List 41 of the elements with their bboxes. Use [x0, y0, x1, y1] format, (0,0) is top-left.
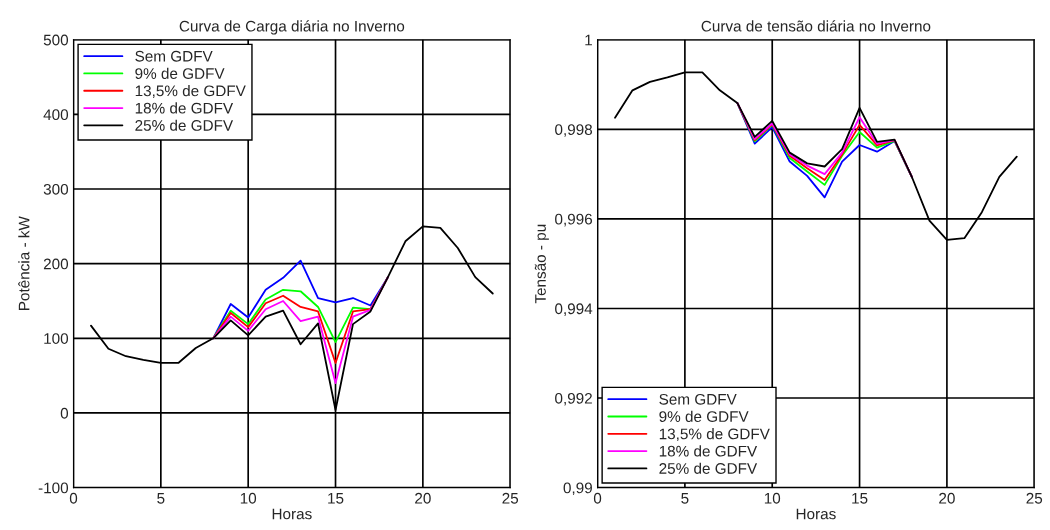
y-tick-label: 100	[44, 333, 69, 344]
legend-label: 13,5% de GDFV	[135, 85, 246, 99]
legend-label: 25% de GDFV	[659, 462, 758, 474]
legend-label: 18% de GDFV	[659, 445, 758, 457]
y-axis-title: Potência - kW	[18, 216, 30, 310]
legend-label: Sem GDFV	[135, 50, 213, 62]
legend-label: 9% de GDFV	[135, 67, 225, 79]
y-tick-label: 0,998	[555, 124, 593, 137]
x-tick-label: 10	[240, 492, 257, 504]
x-tick-label: 0	[69, 492, 78, 504]
x-tick-label: 25	[502, 492, 519, 504]
y-tick-label: 0,996	[555, 213, 593, 227]
y-tick-label: 0,99	[563, 482, 592, 496]
x-axis-title: Horas	[796, 508, 836, 520]
x-tick-label: 5	[157, 493, 165, 504]
y-axis-title: Tensão - pu	[534, 224, 549, 304]
legend-label: Sem GDFV	[659, 393, 737, 405]
y-tick-label: 1	[585, 34, 592, 46]
y-tick-label: 0,992	[555, 392, 592, 406]
chart-title: Curva de tensão diária no Inverno	[701, 20, 931, 32]
y-tick-label: 400	[43, 109, 69, 121]
x-tick-label: 15	[328, 493, 344, 504]
x-tick-label: 25	[1026, 492, 1043, 504]
x-tick-label: 0	[593, 492, 602, 504]
chart-title: Curva de Carga diária no Inverno	[179, 20, 405, 35]
y-tick-label: 200	[43, 258, 69, 270]
x-axis-title: Horas	[272, 508, 312, 520]
x-tick-label: 20	[415, 492, 431, 504]
y-tick-label: 0,994	[555, 303, 593, 316]
y-tick-label: 300	[43, 183, 69, 195]
legend-label: 9% de GDFV	[659, 410, 749, 422]
legend-label: 18% de GDFV	[135, 102, 234, 114]
y-tick-label: 500	[43, 34, 69, 46]
x-tick-label: 20	[939, 492, 955, 504]
legend-label: 25% de GDFV	[135, 119, 234, 131]
x-tick-label: 10	[764, 492, 781, 504]
legend-label: 13,5% de GDFV	[659, 428, 770, 442]
y-tick-label: 0	[60, 407, 69, 419]
x-tick-label: 5	[681, 493, 689, 504]
x-tick-label: 15	[852, 493, 868, 504]
y-tick-label: -100	[38, 482, 69, 494]
